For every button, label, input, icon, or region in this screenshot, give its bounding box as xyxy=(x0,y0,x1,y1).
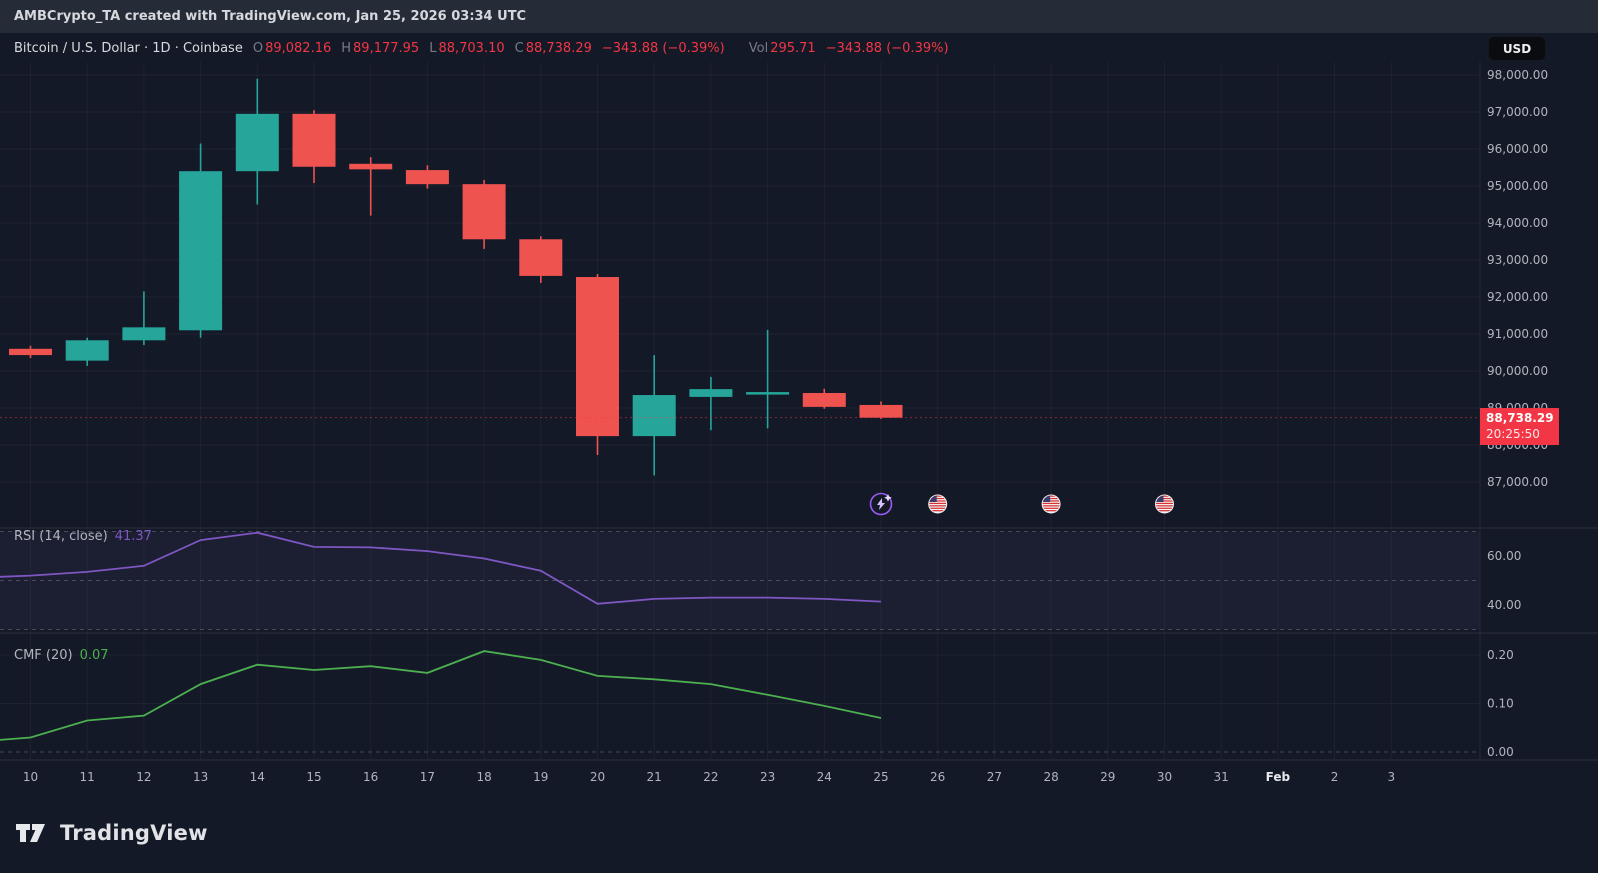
svg-text:10: 10 xyxy=(23,770,38,784)
svg-text:0.20: 0.20 xyxy=(1487,648,1514,662)
svg-text:13: 13 xyxy=(193,770,208,784)
time-axis[interactable]: 10 11 12 13 14 15 16 17 18 19 20 21 22 23 24 25 26 27 28 29… xyxy=(23,770,1395,784)
currency-toggle-button[interactable]: USD xyxy=(1488,36,1546,61)
svg-text:17: 17 xyxy=(420,770,435,784)
symbol-title[interactable]: Bitcoin / U.S. Dollar · 1D · Coinbase xyxy=(14,40,243,56)
bar-countdown: 20:25:50 xyxy=(1486,427,1540,441)
cmf-name: CMF (20) xyxy=(14,648,73,663)
svg-text:12: 12 xyxy=(136,770,151,784)
rsi-panel: 60.00 40.00 xyxy=(0,531,1521,630)
attribution-bar: AMBCrypto_TA created with TradingView.co… xyxy=(0,0,1598,33)
ohlc-close: C 88,738.29 xyxy=(514,40,592,56)
svg-text:21: 21 xyxy=(647,770,662,784)
svg-text:95,000.00: 95,000.00 xyxy=(1487,179,1548,193)
svg-text:14: 14 xyxy=(250,770,265,784)
svg-text:0.00: 0.00 xyxy=(1487,745,1514,759)
rsi-name: RSI (14, close) xyxy=(14,529,108,544)
candles[interactable] xyxy=(9,78,903,476)
us-flag-icon[interactable] xyxy=(1155,494,1174,514)
cmf-panel: 0.20 0.10 0.00 xyxy=(0,648,1514,759)
svg-text:24: 24 xyxy=(817,770,832,784)
volume-readout: Vol 295.71 xyxy=(748,40,816,56)
ohlc-low: L 88,703.10 xyxy=(429,40,505,56)
cmf-value: 0.07 xyxy=(79,648,109,663)
rsi-line xyxy=(0,531,882,605)
svg-text:96,000.00: 96,000.00 xyxy=(1487,142,1548,156)
svg-text:0.10: 0.10 xyxy=(1487,697,1514,711)
svg-text:29: 29 xyxy=(1100,770,1115,784)
svg-text:97,000.00: 97,000.00 xyxy=(1487,105,1548,119)
rsi-value: 41.37 xyxy=(114,529,152,544)
svg-text:25: 25 xyxy=(873,770,888,784)
svg-text:19: 19 xyxy=(533,770,548,784)
svg-text:98,000.00: 98,000.00 xyxy=(1487,68,1548,82)
svg-text:23: 23 xyxy=(760,770,775,784)
svg-text:15: 15 xyxy=(306,770,321,784)
svg-text:16: 16 xyxy=(363,770,378,784)
svg-text:93,000.00: 93,000.00 xyxy=(1487,253,1548,267)
rsi-indicator-label[interactable]: RSI (14, close) 41.37 xyxy=(14,529,152,544)
ohlc-open: O 89,082.16 xyxy=(252,40,332,56)
svg-text:27: 27 xyxy=(987,770,1002,784)
us-flag-icon[interactable] xyxy=(1041,494,1061,514)
cmf-line xyxy=(0,650,882,741)
svg-text:28: 28 xyxy=(1043,770,1058,784)
volume-change-value: −343.88 (−0.39%) xyxy=(825,40,949,56)
svg-text:31: 31 xyxy=(1214,770,1229,784)
lightning-icon[interactable] xyxy=(869,492,893,516)
svg-text:90,000.00: 90,000.00 xyxy=(1487,364,1548,378)
price-axis[interactable]: 98,000.00 97,000.00 96,000.00 95,000.00 94,0… xyxy=(1487,68,1548,489)
us-flag-icon[interactable] xyxy=(928,494,948,514)
svg-text:Feb: Feb xyxy=(1266,770,1291,784)
last-price-label: 88,738.29 20:25:50 xyxy=(1480,408,1559,445)
svg-text:91,000.00: 91,000.00 xyxy=(1487,327,1548,341)
svg-text:92,000.00: 92,000.00 xyxy=(1487,290,1548,304)
cmf-indicator-label[interactable]: CMF (20) 0.07 xyxy=(14,648,109,663)
svg-text:18: 18 xyxy=(476,770,491,784)
svg-text:87,000.00: 87,000.00 xyxy=(1487,475,1548,489)
change-value: −343.88 (−0.39%) xyxy=(601,40,725,56)
ohlc-high: H 89,177.95 xyxy=(341,40,420,56)
svg-text:22: 22 xyxy=(703,770,718,784)
svg-text:60.00: 60.00 xyxy=(1487,549,1521,563)
svg-text:30: 30 xyxy=(1157,770,1172,784)
svg-text:2: 2 xyxy=(1331,770,1339,784)
svg-text:94,000.00: 94,000.00 xyxy=(1487,216,1548,230)
tradingview-logo-icon[interactable] xyxy=(16,820,50,846)
svg-text:11: 11 xyxy=(80,770,95,784)
svg-text:26: 26 xyxy=(930,770,945,784)
svg-text:3: 3 xyxy=(1387,770,1395,784)
brand-name[interactable]: TradingView xyxy=(60,820,208,845)
svg-text:40.00: 40.00 xyxy=(1487,598,1521,612)
event-markers[interactable] xyxy=(869,492,1175,516)
svg-text:20: 20 xyxy=(590,770,605,784)
attribution-text: AMBCrypto_TA created with TradingView.co… xyxy=(14,9,527,24)
chart-canvas[interactable]: 98,000.00 97,000.00 96,000.00 95,000.00 94,0… xyxy=(0,0,1598,792)
last-price-value: 88,738.29 xyxy=(1486,411,1554,425)
footer-bar: TradingView xyxy=(0,792,1598,873)
